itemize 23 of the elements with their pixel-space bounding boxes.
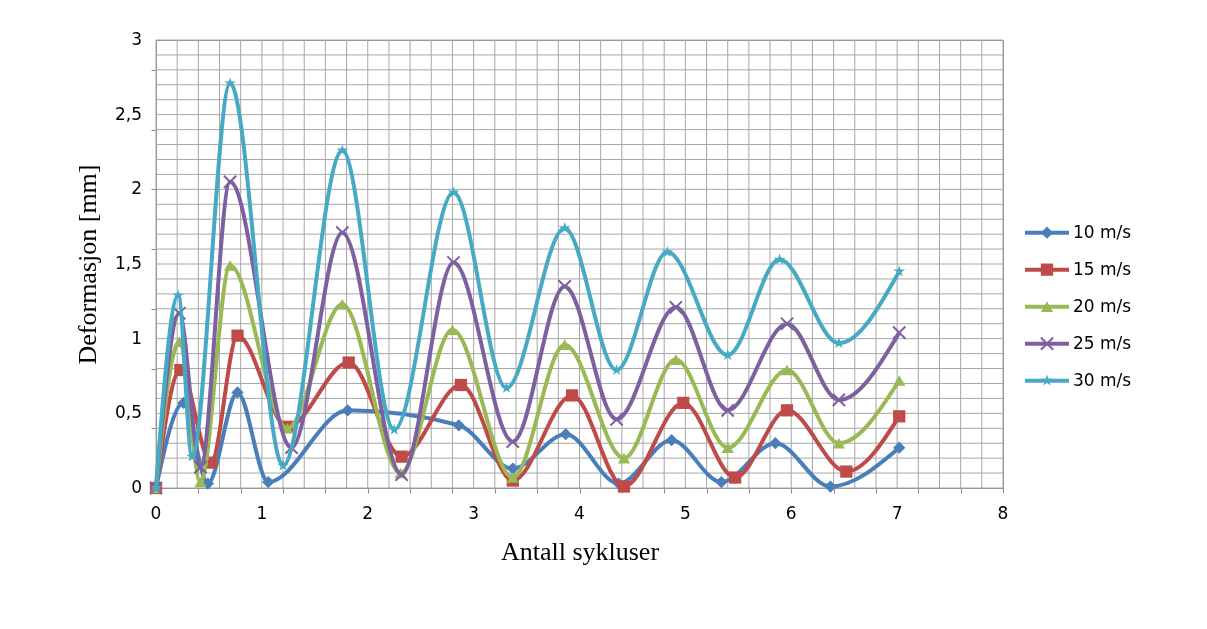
y-axis-title: Deformasjon [mm] [73, 164, 102, 365]
legend-label: 10 m/s [1073, 221, 1132, 242]
y-tick-label: 3 [131, 29, 142, 49]
x-tick-label: 8 [997, 503, 1009, 523]
x-tick-label: 7 [891, 503, 903, 523]
y-tick-label: 0 [131, 477, 142, 497]
y-tick-label: 1,5 [114, 253, 142, 273]
x-tick-label: 5 [679, 503, 691, 523]
x-tick-label: 0 [150, 503, 162, 523]
y-tick-label: 0,5 [114, 402, 142, 423]
y-tick-label: 1 [131, 327, 142, 348]
x-tick-label: 6 [785, 503, 797, 523]
legend-label: 25 m/s [1073, 332, 1132, 353]
x-axis-title: Antall sykluser [500, 537, 660, 566]
x-tick-label: 1 [256, 503, 268, 523]
x-tick-label: 3 [468, 503, 480, 523]
y-tick-label: 2 [131, 178, 142, 199]
legend-label: 30 m/s [1073, 369, 1132, 390]
legend-label: 20 m/s [1073, 295, 1132, 316]
x-tick-label: 4 [574, 503, 585, 523]
y-tick-label: 2,5 [114, 103, 142, 124]
legend-label: 15 m/s [1073, 258, 1132, 279]
x-tick-label: 2 [362, 503, 374, 523]
